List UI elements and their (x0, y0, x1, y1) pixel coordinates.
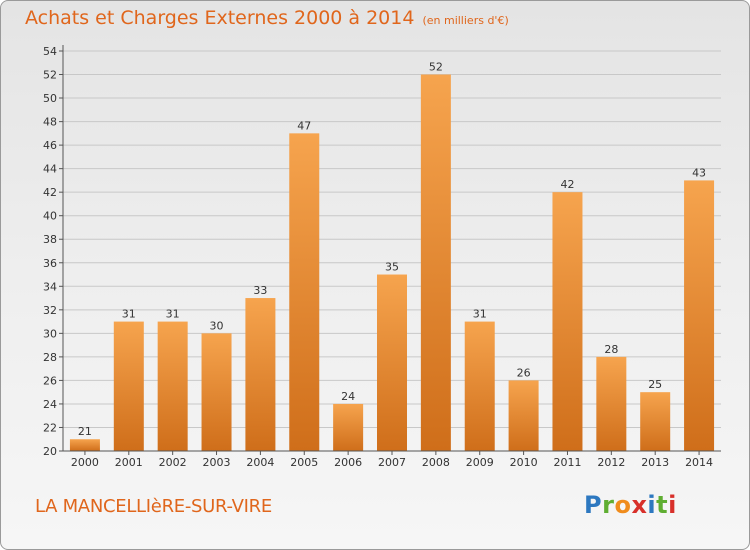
x-tick-label: 2010 (510, 456, 538, 469)
x-tick-label: 2000 (71, 456, 99, 469)
y-tick-label: 50 (43, 92, 57, 105)
y-tick-label: 36 (43, 257, 57, 270)
data-label: 52 (429, 61, 443, 74)
data-label: 31 (166, 308, 180, 321)
y-tick-label: 20 (43, 445, 57, 458)
bar (113, 321, 144, 451)
y-tick-label: 54 (43, 45, 57, 58)
data-label: 43 (692, 166, 706, 179)
x-tick-label: 2005 (290, 456, 318, 469)
x-tick-label: 2011 (553, 456, 581, 469)
data-label: 33 (253, 284, 267, 297)
y-tick-label: 26 (43, 374, 57, 387)
data-label: 24 (341, 390, 355, 403)
data-label: 47 (297, 119, 311, 132)
data-label: 25 (648, 378, 662, 391)
bar (464, 321, 495, 451)
labels: 21 2000 31 2001 31 2002 30 2003 33 2004 47 2005 24 20… (71, 61, 713, 469)
y-tick-label: 46 (43, 139, 57, 152)
x-tick-label: 2007 (378, 456, 406, 469)
y-tick-label: 44 (43, 163, 57, 176)
x-tick-label: 2014 (685, 456, 713, 469)
y-tick-label: 48 (43, 116, 57, 129)
chart-unit: (en milliers d'€) (422, 14, 509, 27)
y-tick-label: 42 (43, 186, 57, 199)
bar (552, 192, 583, 452)
bar (508, 380, 539, 451)
x-tick-label: 2002 (159, 456, 187, 469)
x-tick-label: 2008 (422, 456, 450, 469)
y-tick-label: 32 (43, 304, 57, 317)
y-tick-label: 24 (43, 398, 57, 411)
y-tick-label: 38 (43, 233, 57, 246)
data-label: 35 (385, 261, 399, 274)
data-label: 30 (210, 319, 224, 332)
bar (684, 180, 715, 452)
x-tick-label: 2012 (597, 456, 625, 469)
y-tick-label: 34 (43, 280, 57, 293)
bars (69, 74, 715, 452)
data-label: 31 (473, 308, 487, 321)
x-tick-label: 2006 (334, 456, 362, 469)
bar (157, 321, 188, 451)
data-label: 28 (604, 343, 618, 356)
x-tick-label: 2003 (203, 456, 231, 469)
bar (377, 274, 407, 451)
bar (289, 133, 320, 451)
data-label: 21 (78, 425, 92, 438)
x-tick-label: 2001 (115, 456, 143, 469)
y-tick-label: 52 (43, 69, 57, 82)
bar (596, 356, 627, 451)
bar (420, 74, 451, 451)
commune-name: LA MANCELLIèRE-SUR-VIRE (35, 496, 272, 517)
axes: 20 22 24 26 28 30 32 34 36 38 40 42 44 46 48 50 52 54 (43, 45, 721, 458)
chart-title-text: Achats et Charges Externes 2000 à 2014 (25, 7, 415, 29)
y-tick-label: 40 (43, 210, 57, 223)
bar (201, 333, 232, 451)
proxiti-logo: Proxiti (584, 491, 677, 519)
y-tick-label: 30 (43, 327, 57, 340)
y-tick-label: 28 (43, 351, 57, 364)
x-tick-label: 2013 (641, 456, 669, 469)
chart-title: Achats et Charges Externes 2000 à 2014 (e… (25, 7, 509, 29)
bar (69, 439, 100, 451)
y-tick-label: 22 (43, 421, 57, 434)
bar (245, 298, 276, 451)
x-tick-label: 2004 (246, 456, 274, 469)
bar (333, 403, 364, 451)
data-label: 42 (560, 178, 574, 191)
x-tick-label: 2009 (466, 456, 494, 469)
data-label: 26 (517, 366, 531, 379)
bar (640, 392, 671, 451)
data-label: 31 (122, 308, 136, 321)
